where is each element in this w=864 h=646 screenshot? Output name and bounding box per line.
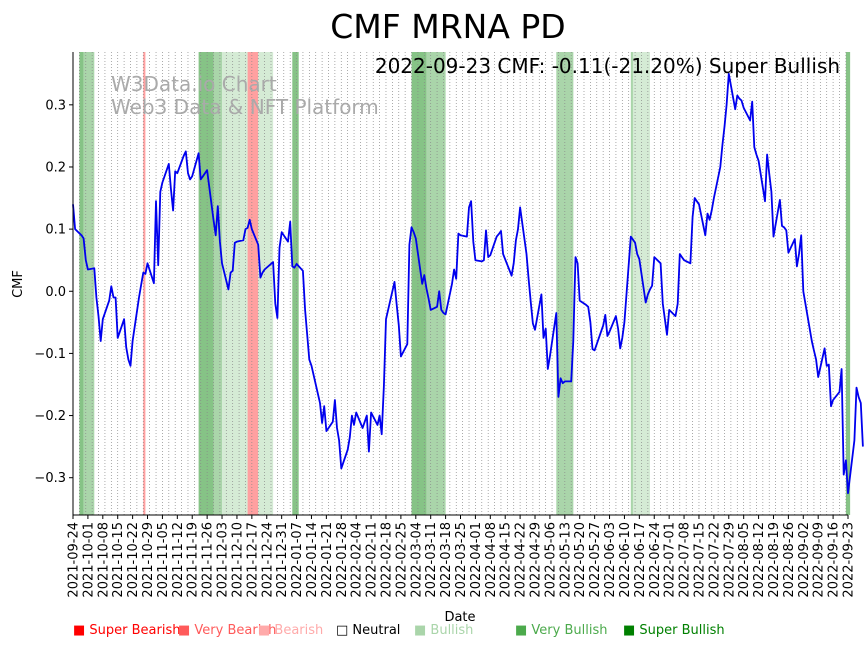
band-very-bullish [292,52,299,515]
x-tick-label: 2021-12-24 [260,522,275,598]
x-tick-label: 2022-06-17 [633,522,648,598]
x-tick-label: 2022-04-01 [469,522,484,598]
watermark-line-2: Web3 Data & NFT Platform [111,95,379,119]
y-tick-label: 0.3 [45,98,66,113]
legend-entry: ■ Super Bearish [73,623,181,638]
x-tick-label: 2021-11-26 [201,522,216,598]
x-tick-label: 2022-05-27 [588,522,603,598]
x-tick-label: 2021-11-19 [186,522,201,598]
x-tick-label: 2022-09-23 [842,522,857,598]
band-bullish [630,52,633,515]
chart-subtitle: 2022-09-23 CMF: -0.11(-21.20%) Super Bul… [375,54,840,78]
x-tick-label: 2022-02-25 [394,522,409,598]
x-tick-label: 2022-09-16 [827,522,842,598]
y-tick-label: −0.1 [34,347,66,362]
x-tick-label: 2022-07-22 [707,522,722,598]
band-bearish [143,52,146,515]
band-bearish [247,52,259,515]
band-light-bullish [258,52,274,515]
y-tick-label: 0.1 [45,223,66,238]
x-tick-label: 2022-05-13 [558,522,573,598]
band-bullish [426,52,446,515]
x-tick-label: 2022-03-11 [424,522,439,598]
x-tick-label: 2022-06-03 [603,522,618,598]
x-ticks: 2021-09-24 2021-10-01 2021-10-08 2021-10-15… [67,515,857,598]
x-tick-label: 2022-06-24 [648,522,663,598]
x-tick-label: 2021-12-10 [230,522,245,598]
x-tick-label: 2022-03-18 [439,522,454,598]
x-tick-label: 2022-05-06 [543,522,558,598]
x-tick-label: 2022-07-01 [663,522,678,598]
x-tick-label: 2022-03-25 [454,522,469,598]
band-very-bullish [411,52,427,515]
x-tick-label: 2021-10-29 [141,522,156,598]
vertical-grid [72,52,847,515]
x-tick-label: 2022-01-28 [335,522,350,598]
band-bullish [83,52,95,515]
x-tick-label: 2022-08-05 [737,522,752,598]
x-tick-label: 2022-04-22 [514,522,529,598]
x-tick-label: 2022-08-19 [767,522,782,598]
x-tick-label: 2022-02-11 [365,522,380,598]
legend-entry: ■ Very Bearish [178,623,276,638]
legend-entry: ■ Bearish [258,623,323,638]
signal-bands [79,52,851,515]
x-tick-label: 2022-02-18 [379,522,394,598]
y-tick-label: 0.2 [45,160,66,175]
legend-entry: □ Neutral [336,623,400,638]
legend-entry: ■ Bullish [414,623,473,638]
x-tick-label: 2022-08-26 [782,522,797,598]
x-tick-label: 2022-06-10 [618,522,633,598]
x-tick-label: 2021-12-17 [245,522,260,598]
x-tick-label: 2022-04-29 [529,522,544,598]
axes [72,52,848,516]
band-very-bullish [845,52,851,515]
band-light-bullish [222,52,248,515]
y-tick-label: 0.0 [45,285,66,300]
band-very-bullish [198,52,214,515]
x-tick-label: 2022-09-02 [797,522,812,598]
y-ticks: −0.3 −0.2 −0.1 0.0 0.1 0.2 0.3 [34,98,73,486]
x-tick-label: 2022-01-21 [320,522,335,598]
x-tick-label: 2022-08-12 [752,522,767,598]
x-tick-label: 2022-04-08 [484,522,499,598]
y-tick-label: −0.3 [34,471,66,486]
x-tick-label: 2022-07-29 [722,522,737,598]
y-tick-label: −0.2 [34,409,66,424]
x-tick-label: 2022-07-08 [678,522,693,598]
watermark-line-1: W3Data.io Chart [111,72,277,96]
y-axis-label: CMF [11,270,26,298]
x-tick-label: 2022-09-09 [812,522,827,598]
chart-title: CMF MRNA PD [330,7,565,46]
legend-entry: ■ Super Bullish [623,623,725,638]
series-layer [72,72,864,495]
legend: ■ Super Bearish■ Very Bearish■ Bearish □ … [73,623,725,638]
x-tick-label: 2021-10-01 [81,522,96,598]
x-tick-label: 2021-12-31 [275,522,290,598]
x-tick-label: 2021-11-05 [156,522,171,598]
x-tick-label: 2022-01-14 [305,522,320,598]
band-very-bullish [79,52,84,515]
x-axis-label: Date [444,610,475,625]
x-tick-label: 2022-02-04 [350,522,365,598]
x-tick-label: 2021-10-22 [126,522,141,598]
series-line [72,72,864,495]
x-tick-label: 2022-05-20 [573,522,588,598]
x-tick-label: 2022-04-15 [499,522,514,598]
x-tick-label: 2021-11-12 [171,522,186,598]
x-tick-label: 2021-09-24 [67,522,82,598]
x-tick-label: 2022-03-04 [409,522,424,598]
legend-entry: ■ Very Bullish [515,623,607,638]
x-tick-label: 2021-10-08 [96,522,111,598]
x-tick-label: 2021-12-03 [216,522,231,598]
band-bullish [213,52,223,515]
x-tick-label: 2022-01-07 [290,522,305,598]
x-tick-label: 2022-07-15 [692,522,707,598]
x-tick-label: 2021-10-15 [111,522,126,598]
